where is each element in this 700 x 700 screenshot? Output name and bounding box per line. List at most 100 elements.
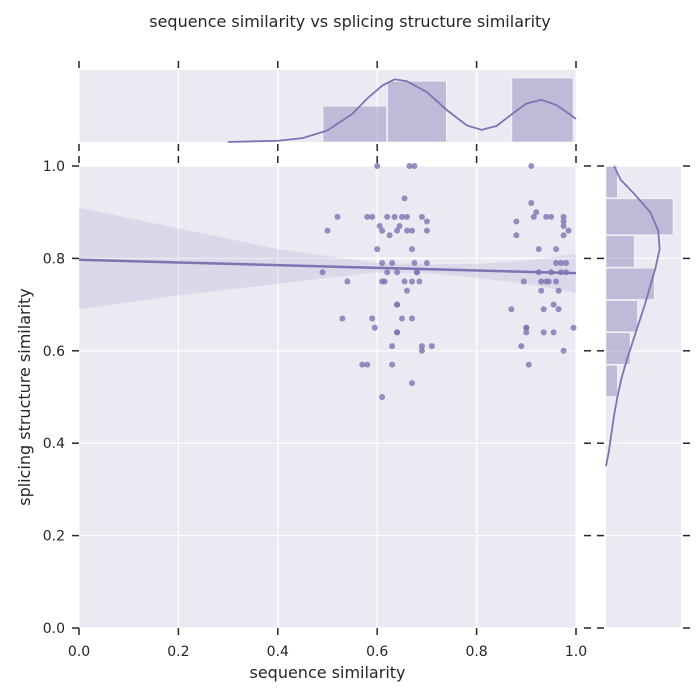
scatter-point	[558, 260, 565, 267]
scatter-point	[401, 195, 408, 202]
scatter-point	[513, 218, 520, 225]
scatter-point	[508, 306, 515, 313]
scatter-point	[339, 315, 346, 322]
scatter-point	[523, 324, 530, 331]
y-tick-label: 0.2	[43, 529, 65, 545]
scatter-point	[555, 287, 562, 294]
scatter-point	[533, 209, 540, 216]
scatter-point	[411, 260, 418, 267]
x-tick-label: 0.0	[68, 644, 90, 660]
scatter-point	[379, 260, 386, 267]
scatter-point	[553, 260, 560, 267]
scatter-point	[520, 278, 527, 285]
scatter-point	[394, 301, 401, 308]
y-tick-label: 0.8	[43, 251, 65, 267]
y-tick-label: 1.0	[43, 159, 65, 175]
scatter-point	[560, 232, 567, 239]
scatter-point	[394, 269, 401, 276]
y-axis-label: splicing structure similarity	[15, 288, 34, 506]
scatter-point	[553, 246, 560, 253]
scatter-point	[560, 347, 567, 354]
scatter-point	[394, 329, 401, 336]
scatter-point	[523, 329, 530, 336]
scatter-point	[538, 278, 545, 285]
y-tick-label: 0.0	[43, 621, 65, 637]
scatter-point	[553, 278, 560, 285]
scatter-point	[324, 227, 331, 234]
right-histogram-bar	[605, 235, 635, 268]
scatter-point	[408, 227, 415, 234]
top-histogram-bar	[387, 80, 447, 143]
scatter-point	[408, 246, 415, 253]
scatter-point	[389, 361, 396, 368]
scatter-point	[565, 227, 572, 234]
scatter-point	[550, 329, 557, 336]
scatter-point	[406, 163, 413, 169]
scatter-point	[563, 260, 570, 267]
scatter-point	[560, 223, 567, 230]
scatter-point	[399, 213, 406, 220]
scatter-point	[379, 394, 386, 400]
scatter-point	[334, 213, 341, 220]
scatter-point	[428, 343, 435, 350]
scatter-point	[381, 278, 388, 285]
scatter-point	[389, 260, 396, 267]
scatter-point	[418, 343, 425, 350]
scatter-point	[374, 163, 381, 169]
scatter-point	[364, 361, 371, 368]
scatter-point	[394, 227, 401, 234]
scatter-point	[404, 213, 411, 220]
chart-title: sequence similarity vs splicing structur…	[149, 12, 551, 31]
scatter-point	[543, 213, 550, 220]
scatter-point	[413, 269, 420, 276]
scatter-point	[548, 213, 555, 220]
main-plot-background	[79, 166, 576, 628]
scatter-point	[538, 287, 545, 294]
right-histogram-bar	[605, 332, 631, 365]
right-histogram-bar	[605, 198, 674, 236]
right-kde-curve	[605, 165, 661, 467]
regression-line	[78, 258, 577, 275]
y-tick-label: 0.6	[43, 344, 65, 360]
scatter-point	[389, 343, 396, 350]
scatter-point	[404, 287, 411, 294]
scatter-point	[540, 306, 547, 313]
regression-confidence-band	[79, 207, 576, 310]
scatter-point	[560, 218, 567, 225]
scatter-point	[513, 232, 520, 239]
scatter-point	[418, 347, 425, 354]
scatter-point	[540, 329, 547, 336]
scatter-point	[570, 324, 577, 331]
right-histogram-bar	[605, 364, 618, 397]
y-tick-label: 0.4	[43, 436, 65, 452]
scatter-point	[408, 278, 415, 285]
scatter-point	[528, 163, 535, 169]
scatter-point	[423, 227, 430, 234]
scatter-point	[530, 213, 537, 220]
x-axis-label: sequence similarity	[249, 663, 405, 682]
scatter-point	[369, 315, 376, 322]
scatter-point	[408, 315, 415, 322]
scatter-point	[423, 260, 430, 267]
scatter-point	[525, 361, 532, 368]
scatter-point	[418, 213, 425, 220]
scatter-point	[416, 278, 423, 285]
scatter-point	[364, 213, 371, 220]
right-marginal-background	[606, 166, 681, 628]
scatter-point	[550, 301, 557, 308]
right-histogram-bar	[605, 300, 638, 333]
scatter-point	[423, 218, 430, 225]
x-tick-label: 0.8	[465, 644, 487, 660]
scatter-point	[374, 246, 381, 253]
scatter-point	[376, 223, 383, 230]
scatter-point	[535, 246, 542, 253]
scatter-point	[518, 343, 525, 350]
scatter-point	[384, 213, 391, 220]
scatter-point	[371, 324, 378, 331]
scatter-point	[379, 227, 386, 234]
scatter-point	[369, 213, 376, 220]
scatter-point	[391, 213, 398, 220]
scatter-point	[528, 199, 535, 206]
right-histogram-bar	[605, 267, 655, 300]
